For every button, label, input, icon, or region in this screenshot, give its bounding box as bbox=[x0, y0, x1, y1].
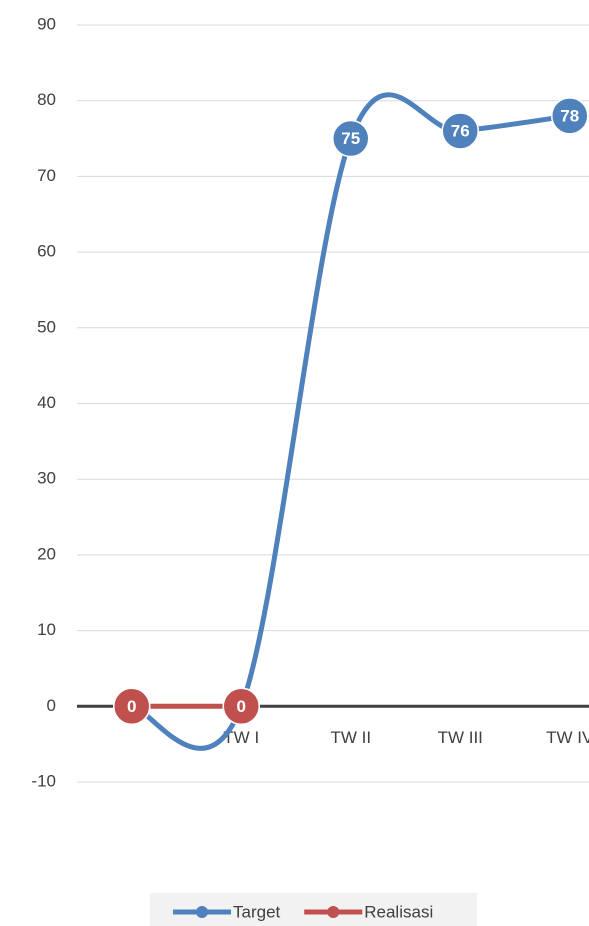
y-tick-label: 10 bbox=[37, 620, 56, 639]
y-tick-label: 50 bbox=[37, 317, 56, 336]
y-tick-label: 70 bbox=[37, 166, 56, 185]
point-marker bbox=[222, 687, 260, 726]
x-tick-label: TW II bbox=[330, 728, 371, 747]
legend-label: Realisasi bbox=[364, 902, 433, 921]
y-tick-label: 90 bbox=[37, 14, 56, 33]
x-tick-label: TW III bbox=[438, 728, 483, 747]
point-marker bbox=[332, 119, 370, 158]
x-tick-label: TW IV bbox=[546, 728, 589, 747]
point-marker bbox=[441, 112, 479, 150]
y-tick-label: 80 bbox=[37, 90, 56, 109]
y-tick-label: 30 bbox=[37, 469, 56, 488]
y-tick-label: 40 bbox=[37, 393, 56, 412]
y-tick-label: 60 bbox=[37, 242, 56, 261]
legend-marker bbox=[327, 906, 340, 918]
legend-label: Target bbox=[233, 902, 281, 921]
data-label: 78 bbox=[560, 106, 579, 125]
x-tick-label: TW I bbox=[223, 728, 259, 747]
data-label: 75 bbox=[341, 129, 360, 148]
data-label: 0 bbox=[237, 697, 246, 716]
series-line bbox=[129, 92, 573, 751]
point-marker bbox=[551, 97, 589, 135]
data-label: 0 bbox=[127, 697, 136, 716]
data-label: 76 bbox=[451, 121, 470, 140]
legend-marker bbox=[196, 906, 208, 918]
y-tick-label: 20 bbox=[37, 544, 56, 563]
y-tick-label: -10 bbox=[31, 771, 56, 790]
y-tick-label: 0 bbox=[47, 696, 56, 715]
point-marker bbox=[113, 687, 151, 726]
